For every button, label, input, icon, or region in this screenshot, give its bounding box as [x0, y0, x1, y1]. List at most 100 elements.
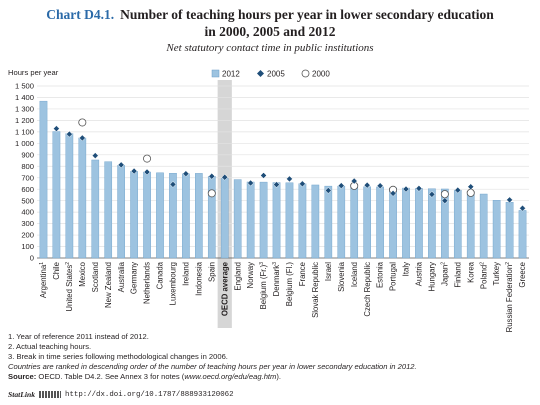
- bar-2012: [52, 131, 61, 259]
- x-tick-label: Germany: [130, 262, 139, 294]
- marker-2005: [299, 180, 306, 188]
- note-2: 2. Actual teaching hours.: [8, 342, 92, 352]
- x-tick-label: England: [233, 262, 242, 291]
- x-tick-label: Estonia: [376, 261, 385, 288]
- bar-2012: [65, 133, 74, 259]
- marker-2005: [454, 186, 462, 194]
- x-tick-label: Ireland: [181, 262, 190, 286]
- y-tick-label: 600: [21, 185, 34, 194]
- y-tick-label: 700: [21, 173, 34, 182]
- marker-2000: [143, 154, 152, 163]
- bar-2012: [220, 178, 229, 259]
- bar-2012: [453, 189, 462, 259]
- chart-title-line-2: in 2000, 2005 and 2012: [204, 24, 336, 39]
- y-tick-label: 1 000: [15, 139, 34, 148]
- marker-2005: [415, 185, 423, 192]
- marker-2005: [376, 182, 384, 190]
- x-tick-label: Russian Federation2: [505, 262, 514, 333]
- bar-2012: [182, 173, 190, 259]
- x-tick-footnote: 2: [479, 262, 485, 265]
- x-tick-label: France: [298, 262, 307, 286]
- x-tick-label: Spain: [207, 262, 216, 282]
- chart-title-line-1: Chart D4.1. Number of teaching hours per …: [0, 6, 540, 23]
- y-tick-label: 1 500: [15, 82, 34, 91]
- y-tick-label: 0: [30, 254, 34, 263]
- x-tick-label: Israel: [324, 262, 333, 281]
- bar-2012: [195, 173, 203, 259]
- marker-2005: [53, 125, 60, 133]
- marker-2005: [467, 183, 475, 191]
- source-line: Source: OECD. Table D4.2. See Annex 3 fo…: [8, 372, 533, 382]
- marker-2005: [221, 173, 229, 181]
- chart-subtitle: Net statutory contact time in public ins…: [166, 42, 374, 54]
- legend-2000-marker: [301, 69, 310, 78]
- marker-2005: [506, 196, 513, 204]
- x-tick-label: Luxembourg: [169, 262, 178, 305]
- x-tick-footnote: 2: [440, 262, 446, 265]
- y-tick-label: 800: [21, 162, 34, 171]
- bar-2012: [117, 165, 125, 259]
- x-tick-label: Scotland: [91, 262, 100, 292]
- note-1: 1. Year of reference 2011 instead of 201…: [8, 332, 149, 341]
- bar-2012: [311, 184, 320, 259]
- y-tick-label: 500: [21, 196, 34, 205]
- bar-2012: [466, 191, 475, 259]
- x-tick-footnote: 2: [505, 262, 511, 265]
- statlink-row: StatLink http://dx.doi.org/10.1787/88893…: [8, 390, 234, 399]
- note-3: 3. Break in time series following method…: [8, 352, 228, 362]
- x-tick-label: Finland: [453, 262, 462, 288]
- bar-2012: [39, 100, 48, 259]
- y-tick-label: 200: [21, 231, 34, 240]
- statlink-url[interactable]: http://dx.doi.org/10.1787/888933120062: [65, 390, 234, 399]
- bar-2012: [337, 185, 346, 259]
- legend-2005-marker: [257, 70, 264, 77]
- bar-2012: [479, 193, 488, 259]
- x-tick-label: Argentina1: [39, 262, 48, 298]
- x-tick-label: Austria: [415, 261, 424, 286]
- bar-2012: [91, 159, 100, 259]
- x-tick-label: Belgium (Fr.)3: [259, 262, 268, 310]
- marker-2005: [389, 189, 397, 197]
- notes-block: 1. Year of reference 2011 instead of 201…: [8, 332, 533, 382]
- x-tick-label: Turkey: [492, 262, 501, 286]
- x-tick-label: Italy: [402, 262, 411, 276]
- bar-2012: [402, 187, 410, 259]
- legend-2005-label: 2005: [267, 70, 285, 79]
- x-tick-label: Hungary: [427, 262, 436, 292]
- x-tick-label: New Zealand: [104, 262, 113, 308]
- marker-2005: [324, 187, 332, 194]
- marker-2005: [273, 181, 280, 188]
- source-link[interactable]: www.oecd.org/edu/eag.htm: [184, 372, 277, 382]
- marker-2005: [78, 134, 86, 142]
- marker-2000: [207, 189, 216, 198]
- marker-2005: [208, 172, 216, 180]
- y-tick-label: 400: [21, 208, 34, 217]
- bar-2012: [285, 182, 294, 259]
- statlink-brand: StatLink: [8, 390, 36, 399]
- bar-2012: [492, 200, 501, 259]
- bar-2012: [156, 172, 164, 259]
- y-axis-label: Hours per year: [8, 68, 59, 77]
- x-tick-footnote: 1: [39, 262, 45, 265]
- x-tick-label: OECD average: [220, 261, 229, 316]
- marker-2005: [130, 167, 138, 175]
- bar-2012: [272, 182, 281, 259]
- y-tick-label: 1 400: [15, 93, 34, 102]
- x-tick-label: Mexico: [78, 261, 87, 286]
- bar-2012: [298, 183, 307, 259]
- x-tick-label: Denmark3: [272, 262, 281, 297]
- x-tick-label: Japan2: [440, 262, 449, 286]
- x-tick-label: Norway: [246, 262, 255, 289]
- marker-2005: [441, 197, 449, 205]
- marker-2005: [402, 185, 410, 193]
- bar-2012: [169, 173, 177, 259]
- bar-2012: [207, 176, 216, 259]
- bar-2012: [389, 187, 397, 259]
- legend-2000-label: 2000: [312, 70, 330, 79]
- bar-2012: [78, 137, 87, 259]
- marker-2005: [91, 152, 99, 159]
- x-tick-label: Iceland: [350, 262, 359, 287]
- bar-2012: [130, 171, 138, 259]
- marker-2000: [466, 188, 475, 197]
